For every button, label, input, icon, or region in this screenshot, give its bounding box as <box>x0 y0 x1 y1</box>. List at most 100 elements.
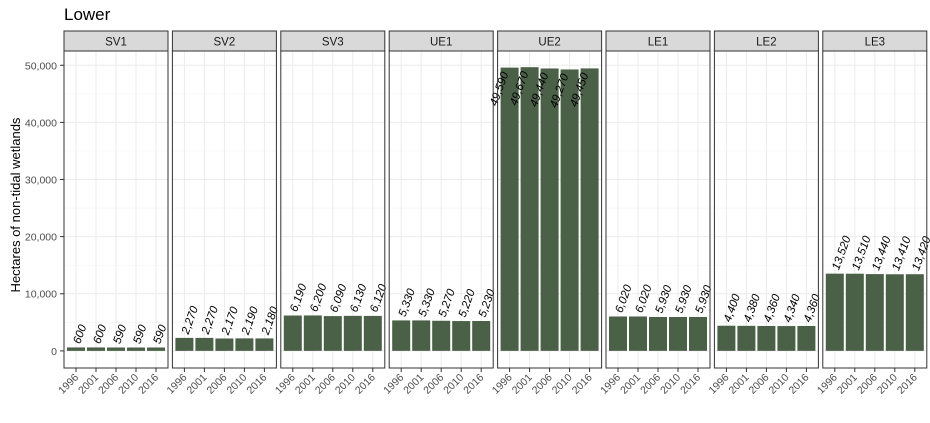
facet-ue1: UE15,3305,3305,2705,2205,230199620012006… <box>381 30 498 397</box>
bar-value-label: 5,330 <box>397 287 418 319</box>
x-tick-label: 1996 <box>381 372 406 397</box>
x-tick-label: 2006 <box>313 372 338 397</box>
bar-value-label: 4,400 <box>722 292 743 324</box>
bar <box>147 347 165 351</box>
bar <box>500 67 519 351</box>
bar-value-label: 590 <box>132 323 150 346</box>
bar <box>717 325 736 351</box>
bar-value-label: 5,330 <box>417 287 438 319</box>
x-tick-label: 2006 <box>530 372 555 397</box>
facet-strip-label: UE1 <box>430 37 452 49</box>
y-tick-label: 50,000 <box>25 60 57 72</box>
bar-value-label: 5,930 <box>694 283 715 315</box>
x-tick-label: 2006 <box>747 372 772 397</box>
x-tick-label: 2016 <box>461 372 486 397</box>
y-axis: 0 10,000 20,000 30,000 40,000 50,000 <box>25 60 64 358</box>
x-tick-label: 2001 <box>401 372 426 397</box>
bar-value-label: 6,020 <box>634 283 655 315</box>
x-tick-label: 2010 <box>658 372 683 397</box>
bar-value-label: 5,930 <box>674 283 695 315</box>
x-tick-label: 2001 <box>293 372 318 397</box>
x-tick-label: 2010 <box>767 372 792 397</box>
bar <box>885 274 904 351</box>
y-tick-label: 20,000 <box>25 232 57 244</box>
bar-value-label: 5,270 <box>437 287 458 319</box>
x-tick-label: 1996 <box>273 372 298 397</box>
bar <box>777 326 796 351</box>
bar <box>669 316 687 351</box>
bar <box>649 316 667 351</box>
bar-value-label: 6,120 <box>368 282 389 314</box>
x-tick-label: 2010 <box>225 372 250 397</box>
x-tick-label: 2016 <box>895 372 920 397</box>
bar <box>737 325 756 351</box>
x-tick-label: 2010 <box>875 372 900 397</box>
bar <box>343 315 362 351</box>
x-tick-label: 1996 <box>815 372 840 397</box>
facet-sv2: SV22,2702,2702,1702,1902,180199620012006… <box>165 30 282 397</box>
bar <box>452 321 471 351</box>
x-tick-label: 2001 <box>510 372 535 397</box>
bar <box>283 315 302 351</box>
bar <box>757 325 776 351</box>
facet-le2: LE24,4004,3804,3604,3404,360199620012006… <box>707 30 823 397</box>
bar <box>825 273 844 351</box>
bar <box>905 274 924 351</box>
x-tick-label: 2016 <box>353 372 378 397</box>
y-tick-label: 40,000 <box>25 117 57 129</box>
bar <box>323 316 342 351</box>
x-tick-label: 2001 <box>835 372 860 397</box>
bar-value-label: 6,200 <box>308 282 329 314</box>
x-tick-label: 2016 <box>678 372 703 397</box>
bar-value-label: 2,180 <box>260 305 282 338</box>
chart-title: Lower <box>64 5 111 24</box>
bar-value-label: 5,230 <box>477 287 498 319</box>
facet-strip-label: UE2 <box>538 37 560 49</box>
x-tick-label: 2001 <box>727 372 752 397</box>
x-tick-label: 2006 <box>855 372 880 397</box>
x-tick-label: 2016 <box>787 372 812 397</box>
x-tick-label: 2010 <box>550 372 575 397</box>
bar <box>797 325 816 351</box>
facet-strip-label: SV1 <box>105 37 127 49</box>
bar-value-label: 2,270 <box>200 304 222 337</box>
bar-value-label: 2,170 <box>220 305 242 338</box>
bar-value-label: 4,360 <box>762 292 783 324</box>
bar-value-label: 590 <box>112 323 130 346</box>
x-tick-label: 2001 <box>185 372 210 397</box>
bar <box>175 337 194 351</box>
facet-ue2: UE249,59049,67049,44049,27049,4501996200… <box>488 30 603 397</box>
bar <box>560 69 579 351</box>
bar <box>235 338 254 351</box>
bar-value-label: 2,190 <box>240 305 262 338</box>
facet-strip-label: LE1 <box>648 37 668 49</box>
bar <box>107 347 125 351</box>
bar <box>609 316 627 351</box>
bar <box>363 315 382 351</box>
bar-value-label: 6,020 <box>614 283 635 315</box>
bar-value-label: 6,090 <box>328 282 349 314</box>
bar <box>520 67 539 351</box>
y-tick-label: 0 <box>51 346 57 358</box>
y-axis-title: Hectares of non-tidal wetlands <box>8 117 23 292</box>
y-tick-label: 10,000 <box>25 289 57 301</box>
bar <box>303 315 322 351</box>
x-tick-label: 2001 <box>618 372 643 397</box>
bar <box>472 320 491 351</box>
bar-value-label: 4,360 <box>802 292 823 324</box>
bar <box>67 347 85 351</box>
facet-le3: LE313,52013,51013,44013,41013,4201996200… <box>815 30 930 397</box>
x-tick-label: 2016 <box>570 372 595 397</box>
facet-le1: LE16,0206,0205,9305,9305,930199620012006… <box>598 30 715 397</box>
bar-value-label: 6,190 <box>288 282 309 314</box>
x-tick-label: 2006 <box>421 372 446 397</box>
bar-value-label: 6,130 <box>348 282 369 314</box>
bar <box>540 68 559 351</box>
bar <box>195 337 214 351</box>
x-tick-label: 2016 <box>245 372 270 397</box>
bar <box>255 338 274 351</box>
